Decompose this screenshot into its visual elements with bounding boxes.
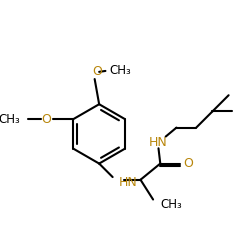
- Text: HN: HN: [149, 136, 168, 149]
- Text: O: O: [183, 157, 193, 170]
- Text: CH₃: CH₃: [0, 113, 20, 125]
- Text: CH₃: CH₃: [160, 198, 182, 212]
- Text: O: O: [92, 65, 102, 78]
- Text: HN: HN: [119, 176, 138, 189]
- Text: CH₃: CH₃: [109, 64, 131, 77]
- Text: O: O: [42, 113, 51, 125]
